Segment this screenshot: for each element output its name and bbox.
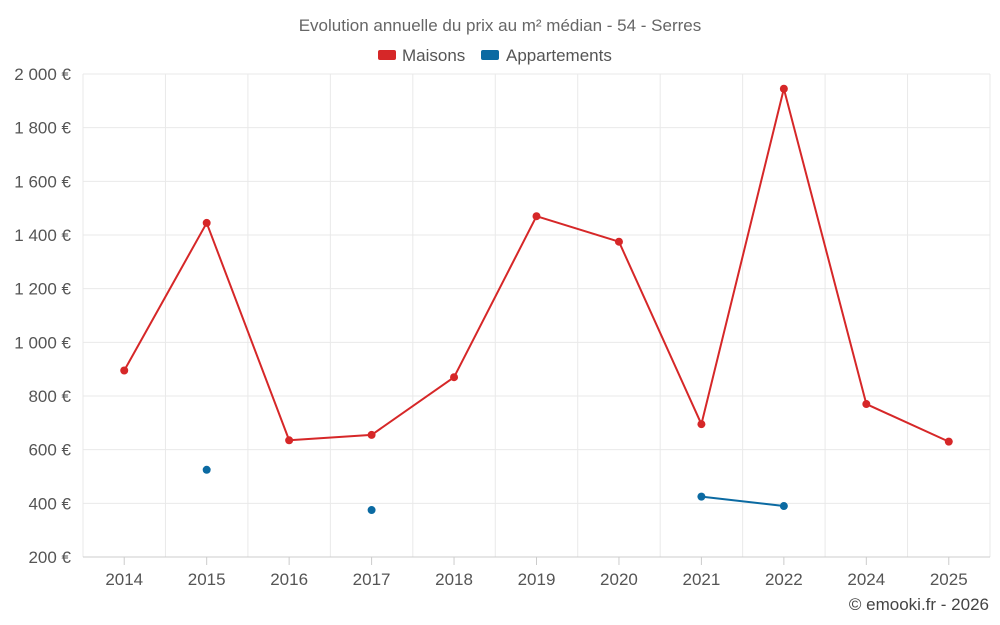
data-point-maisons[interactable] [944,437,953,446]
data-point-maisons[interactable] [450,373,459,382]
x-tick-label: 2021 [682,570,720,589]
data-point-maisons[interactable] [120,366,129,375]
data-point-maisons[interactable] [862,400,871,409]
x-tick-label: 2024 [847,570,885,589]
legend: Maisons Appartements [378,46,612,65]
series-appartements [202,465,788,515]
data-point-appartements[interactable] [779,502,788,511]
chart-title: Evolution annuelle du prix au m² médian … [299,16,702,35]
legend-swatch-appartements [481,50,499,60]
data-point-maisons[interactable] [697,420,706,429]
x-tick-label: 2016 [270,570,308,589]
credit-text: © emooki.fr - 2026 [849,595,989,614]
legend-label-maisons: Maisons [402,46,465,65]
y-tick-label: 1 400 € [14,226,71,245]
y-tick-label: 2 000 € [14,65,71,84]
series-line-appartements [701,495,784,508]
legend-label-appartements: Appartements [506,46,612,65]
series-maisons [120,84,953,446]
x-tick-label: 2014 [105,570,143,589]
legend-swatch-maisons [378,50,396,60]
legend-item-maisons[interactable]: Maisons [378,46,465,65]
y-tick-label: 1 800 € [14,119,71,138]
legend-item-appartements[interactable]: Appartements [481,46,612,65]
x-tick-label: 2020 [600,570,638,589]
y-tick-label: 1 000 € [14,333,71,352]
data-point-maisons[interactable] [614,237,623,246]
y-tick-label: 1 200 € [14,280,71,299]
data-point-maisons[interactable] [367,430,376,439]
x-tick-label: 2025 [930,570,968,589]
series [120,84,953,515]
x-tick-label: 2022 [765,570,803,589]
data-point-appartements[interactable] [697,492,706,501]
y-tick-label: 200 € [28,548,71,567]
data-point-maisons[interactable] [285,436,294,445]
data-point-appartements[interactable] [367,506,376,515]
grid [82,73,991,558]
x-axis: 2014 2015 2016 2017 2018 2019 2020 2021 2022 2024… [105,557,968,589]
y-tick-label: 600 € [28,441,71,460]
y-tick-label: 1 600 € [14,172,71,191]
data-point-maisons[interactable] [779,84,788,93]
y-axis: 200 € 400 € 600 € 800 € 1 000 € 1 200 € 1 400 … [14,65,71,567]
x-tick-label: 2015 [188,570,226,589]
data-point-maisons[interactable] [532,212,541,221]
x-tick-label: 2017 [353,570,391,589]
x-tick-label: 2018 [435,570,473,589]
x-tick-label: 2019 [518,570,556,589]
y-tick-label: 800 € [28,387,71,406]
data-point-maisons[interactable] [202,218,211,227]
data-point-appartements[interactable] [202,465,211,474]
y-tick-label: 400 € [28,494,71,513]
